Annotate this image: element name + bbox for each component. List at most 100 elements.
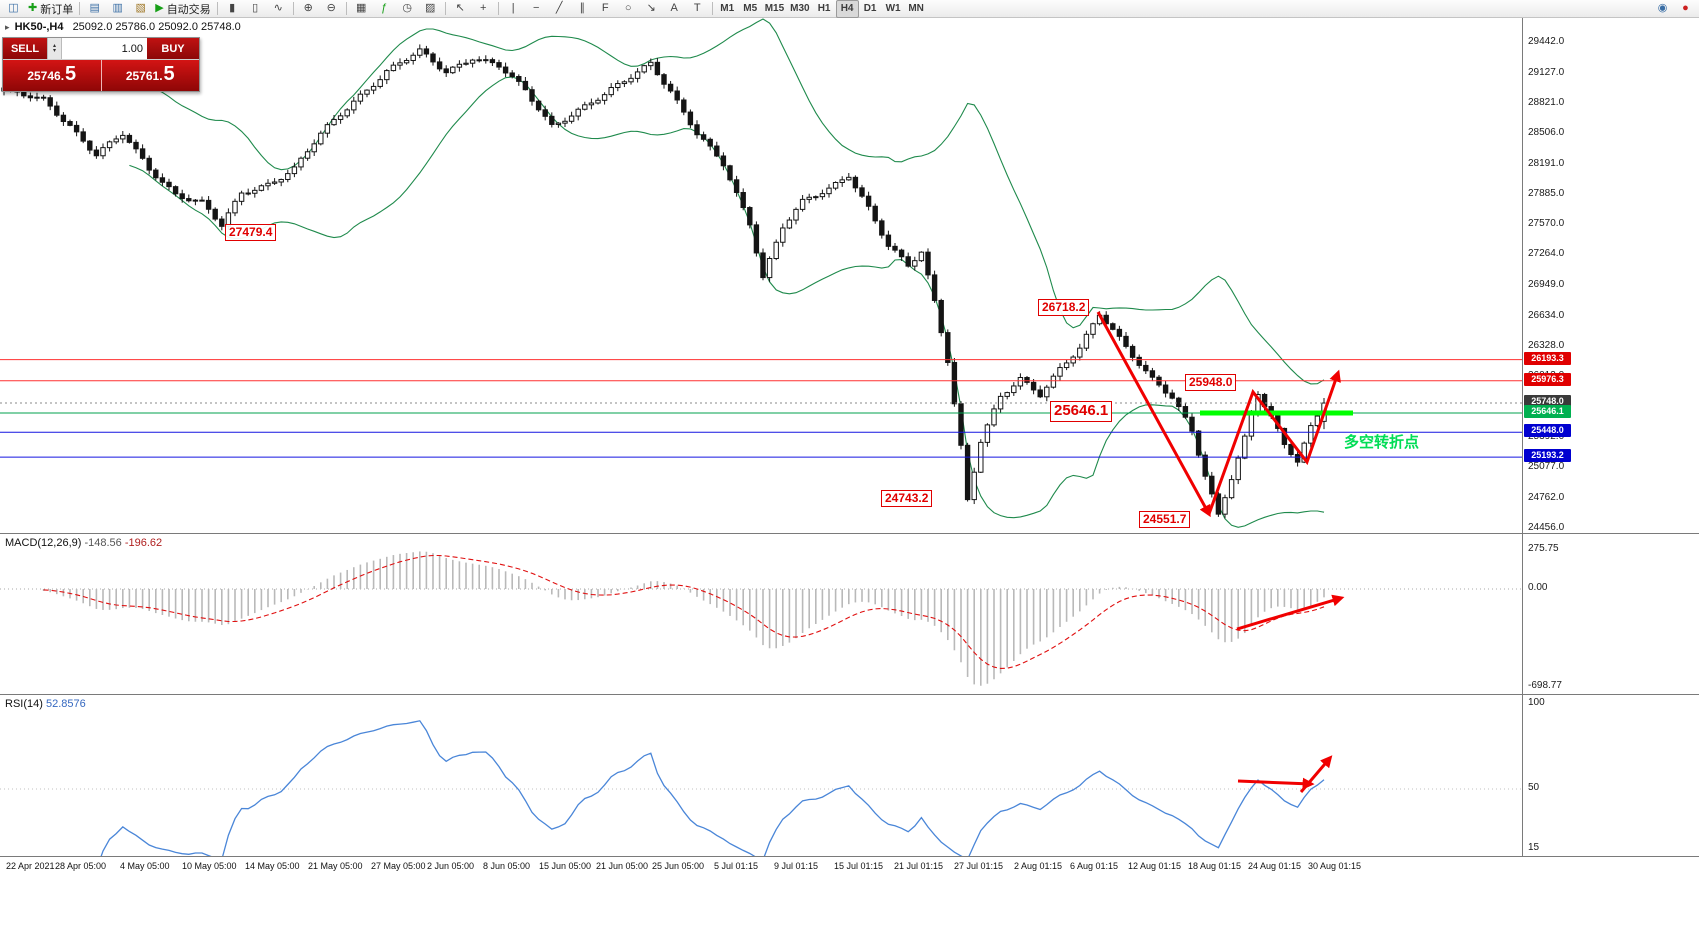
price-annotation[interactable]: 25646.1 [1050,401,1113,422]
arrow-object-button[interactable]: ↘ [640,0,663,18]
buy-button[interactable]: BUY [147,38,199,59]
tile-windows-button[interactable]: ▦ [350,0,373,18]
crosshair-button-icon: + [479,2,487,14]
rsi-chart[interactable] [0,696,1699,857]
time-axis-label: 9 Jul 01:15 [774,861,819,871]
tf-m15-button[interactable]: M15 [762,0,787,18]
new-order-button[interactable]: ✚ 新订单 [25,0,76,18]
main-chart[interactable] [0,18,1699,533]
price-level-badge: 26193.3 [1524,351,1571,365]
autotrading-button[interactable]: ▶ 自动交易 [152,0,213,18]
crosshair-button[interactable]: + [472,0,495,18]
arrow-object-button-icon: ↘ [646,2,656,14]
autotrading-button-icon: ▶ [155,2,164,14]
bar-chart-button-icon: ▮ [229,2,236,14]
tf-mn-button-label: MN [908,3,924,14]
price-axis-label: 26949.0 [1528,278,1565,290]
volume-input[interactable] [62,38,147,59]
bar-chart-button[interactable]: ▮ [221,0,244,18]
templates-button-icon: ▨ [424,2,436,14]
periods-button-icon: ◷ [402,2,412,14]
chart-shift-icon[interactable]: ◉ [1651,0,1674,18]
buy-price-display[interactable]: 25761. 5 [101,60,199,91]
time-axis-label: 21 Jun 05:00 [596,861,649,871]
market-watch-button[interactable]: ▤ [83,0,106,18]
main-chart-panel[interactable]: 29442.0 29127.0 28821.0 28506.0 28191.0 27885… [0,18,1699,533]
time-axis-label: 24 Aug 01:15 [1248,861,1302,871]
macd-axis[interactable]: 275.75 0.00 -698.77 [1522,534,1699,694]
spin-up-icon[interactable]: ▴ [52,42,56,49]
tf-m15-button-label: M15 [764,3,785,14]
navigator-button[interactable]: ▧ [129,0,152,18]
line-chart-button[interactable]: ∿ [267,0,290,18]
alert-icon-icon: ● [1682,2,1689,14]
toolbar-separator [79,2,81,15]
channel-button[interactable]: ∥ [571,0,594,18]
tf-d1-button[interactable]: D1 [859,0,882,18]
price-axis-label: 28191.0 [1528,157,1565,169]
time-axis-label: 4 May 05:00 [120,861,170,871]
price-axis-label: 24456.0 [1528,521,1565,533]
rsi-axis-label: 50 [1528,782,1540,793]
tf-w1-button[interactable]: W1 [882,0,905,18]
price-annotation[interactable]: 27479.4 [225,224,277,241]
price-annotation[interactable]: 24551.7 [1139,511,1191,528]
templates-button[interactable]: ▨ [419,0,442,18]
price-axis[interactable]: 29442.0 29127.0 28821.0 28506.0 28191.0 27885… [1522,18,1699,533]
rsi-panel[interactable]: 100 50 15 RSI(14) 52.8576 [0,694,1699,857]
price-axis-label: 26634.0 [1528,309,1565,321]
candlestick-chart-button[interactable]: ▯ [244,0,267,18]
trendline-button[interactable]: ╱ [548,0,571,18]
autotrading-button-label: 自动交易 [166,3,211,16]
volume-stepper[interactable]: ▴ ▾ [47,38,62,59]
one-click-trading-panel: SELL ▴ ▾ BUY 25746.5 25761.5 [2,37,200,92]
tf-mn-button[interactable]: MN [905,0,928,18]
vertical-line-button[interactable]: | [502,0,525,18]
macd-chart[interactable] [0,535,1699,695]
shapes-button[interactable]: ○ [617,0,640,18]
sell-price-big-digit: 5 [65,63,77,85]
zoom-in-button[interactable]: ⊕ [297,0,320,18]
rsi-axis[interactable]: 100 50 15 [1522,695,1699,856]
sell-button[interactable]: SELL [3,38,47,59]
new-chart-button[interactable]: ◫ [2,0,25,18]
periods-button[interactable]: ◷ [396,0,419,18]
price-axis-label: 25077.0 [1528,461,1565,473]
cursor-button[interactable]: ↖ [449,0,472,18]
horizontal-line-button[interactable]: − [525,0,548,18]
fibonacci-button[interactable]: F [594,0,617,18]
data-window-button[interactable]: ▥ [106,0,129,18]
macd-main-value: -148.56 [84,537,122,549]
trendline-button-icon: ╱ [555,2,563,14]
zoom-out-button[interactable]: ⊖ [320,0,343,18]
line-chart-button-icon: ∿ [273,2,283,14]
toolbar-separator [216,2,218,15]
time-axis-label: 22 Apr 2021 [6,861,55,871]
macd-panel[interactable]: 275.75 0.00 -698.77 MACD(12,26,9) -148.56 … [0,533,1699,694]
price-axis-label: 27264.0 [1528,248,1565,260]
toolbar-separator [711,2,713,15]
zoom-out-button-icon: ⊖ [326,2,336,14]
time-axis-label: 18 Aug 01:15 [1188,861,1242,871]
turning-point-label[interactable]: 多空转折点 [1344,434,1420,451]
sell-price-display[interactable]: 25746. 5 [3,60,102,91]
price-annotation[interactable]: 25948.0 [1185,374,1237,391]
tf-m1-button[interactable]: M1 [716,0,739,18]
text-button[interactable]: A [663,0,686,18]
tf-m5-button[interactable]: M5 [739,0,762,18]
indicators-button[interactable]: ƒ [373,0,396,18]
price-annotation[interactable]: 24743.2 [881,490,933,507]
alert-icon[interactable]: ● [1674,0,1697,18]
price-level-badge: 25193.2 [1524,449,1571,463]
time-axis[interactable]: 22 Apr 2021 28 Apr 05:00 4 May 05:00 10 May… [0,856,1699,876]
price-annotation[interactable]: 26718.2 [1038,299,1090,316]
spin-down-icon[interactable]: ▾ [52,47,56,54]
tf-h1-button[interactable]: H1 [813,0,836,18]
tf-m1-button-label: M1 [720,3,735,14]
label-button-icon: T [693,2,701,14]
label-button[interactable]: T [686,0,709,18]
time-axis-label: 14 May 05:00 [245,861,300,871]
tf-h4-button[interactable]: H4 [835,0,859,18]
tf-m30-button[interactable]: M30 [787,0,812,18]
